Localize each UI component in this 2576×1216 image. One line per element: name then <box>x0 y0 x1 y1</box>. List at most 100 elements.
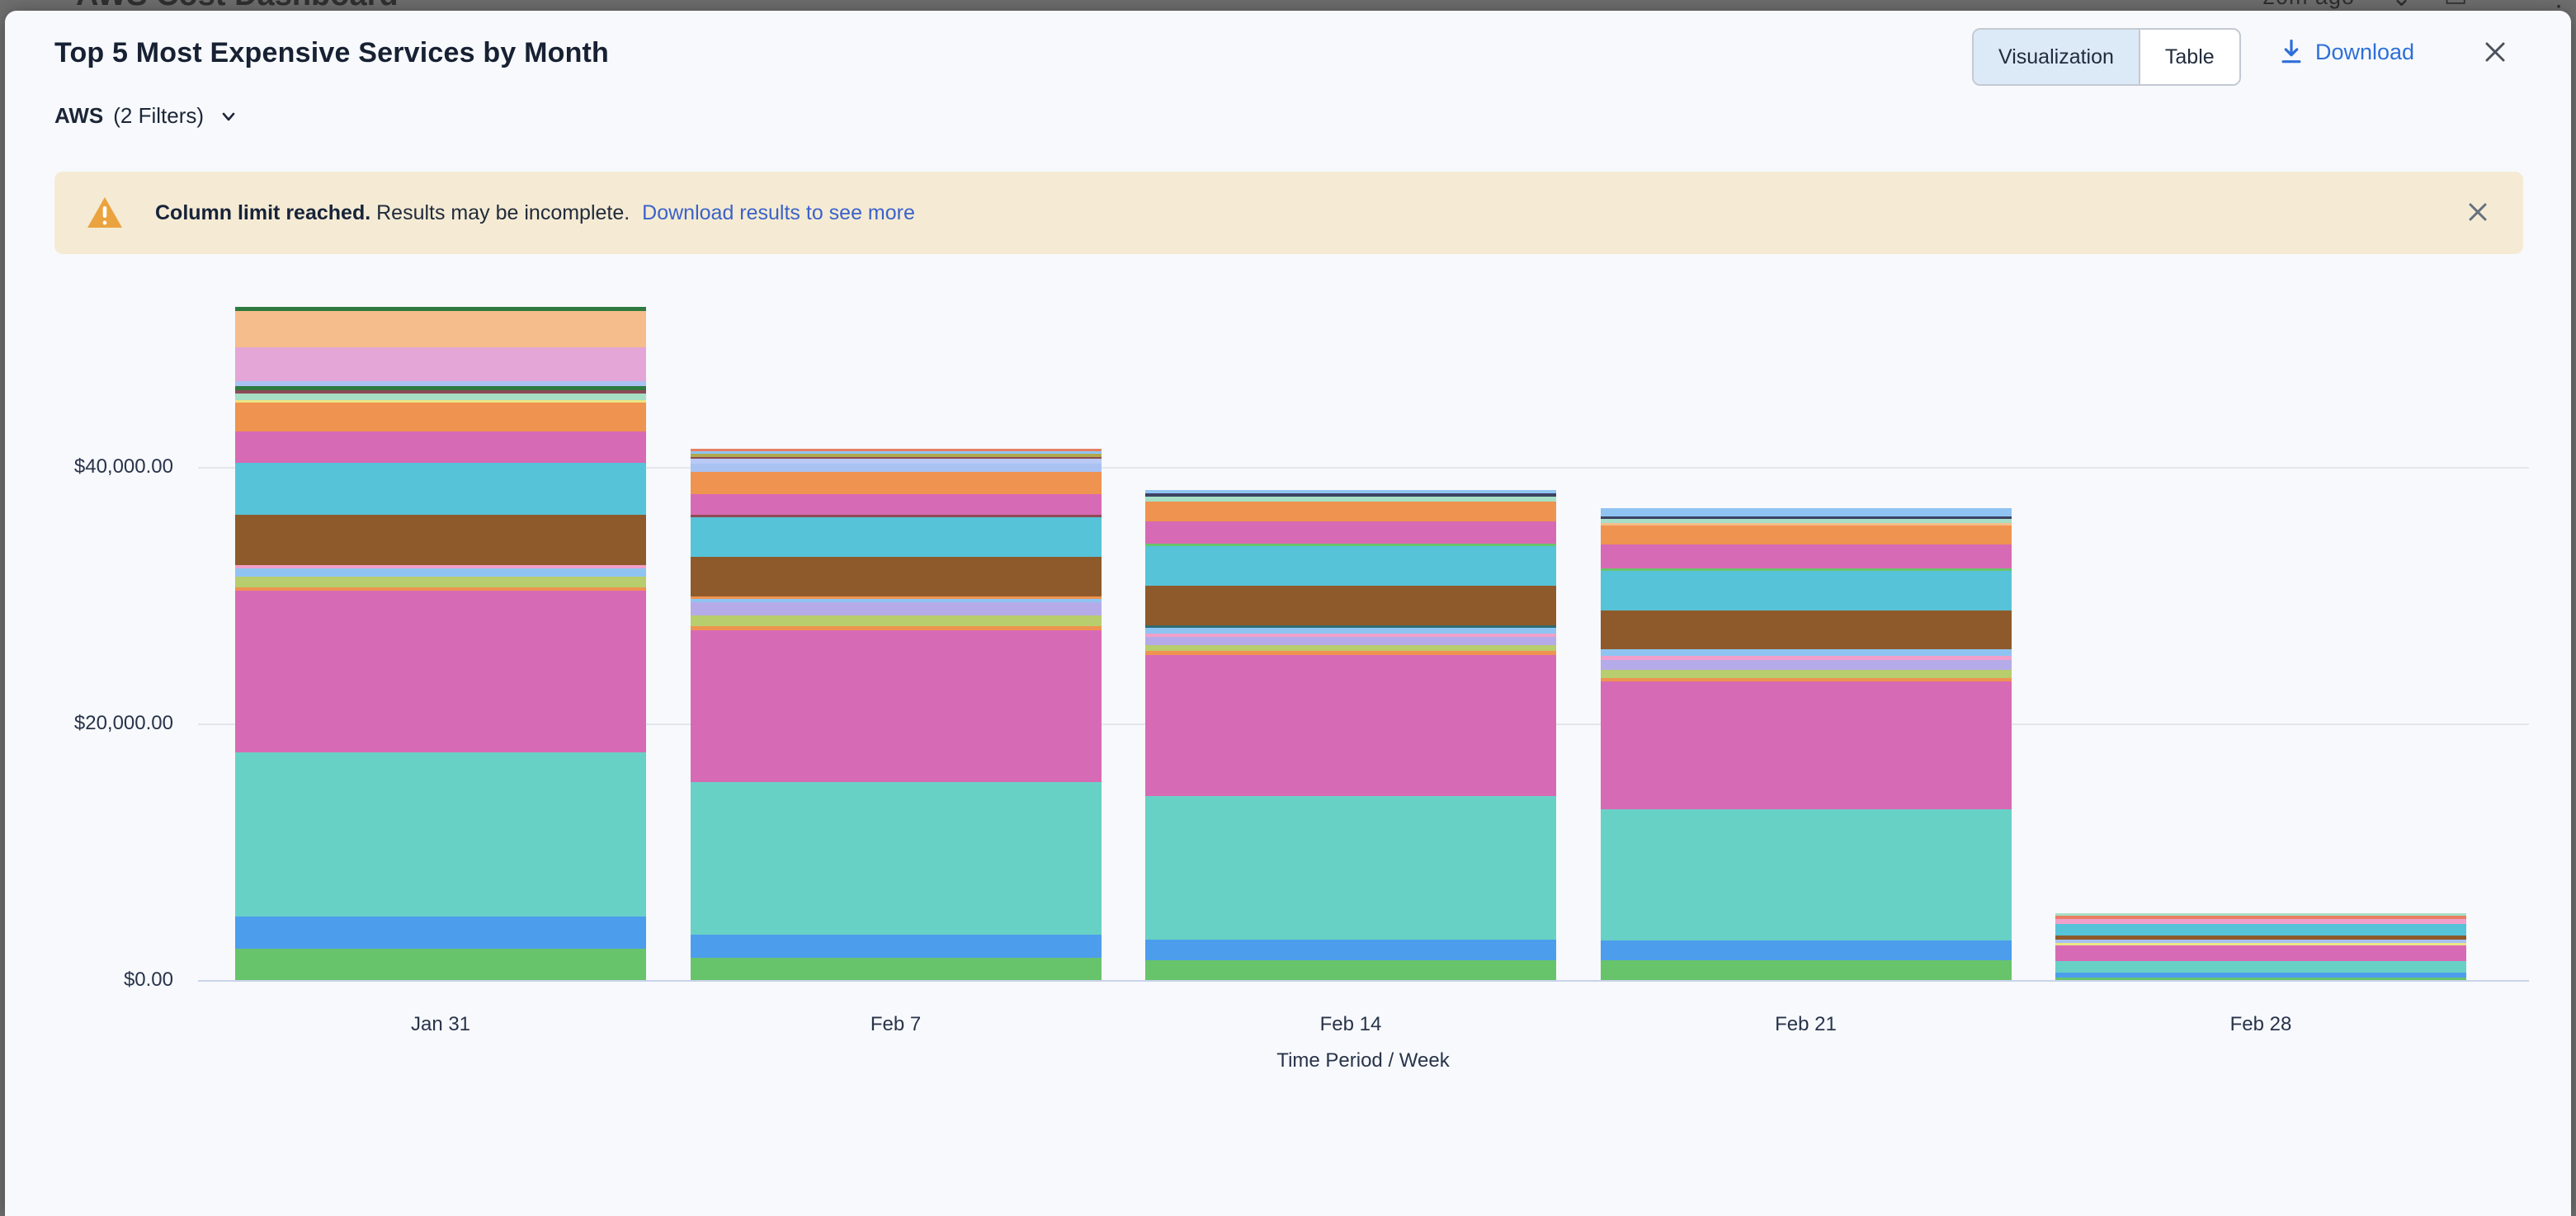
bar-segment[interactable] <box>1145 960 1556 980</box>
bar-segment[interactable] <box>1145 628 1556 634</box>
bar-segment[interactable] <box>1601 960 2012 980</box>
bar-segment[interactable] <box>235 587 646 591</box>
x-tick-label: Feb 14 <box>1319 1013 1382 1035</box>
bar-segment[interactable] <box>2055 943 2466 945</box>
bar-segment[interactable] <box>1601 656 2012 660</box>
bar-segment[interactable] <box>235 311 646 347</box>
bar-segment[interactable] <box>1601 678 2012 681</box>
bar-segment[interactable] <box>1145 655 1556 796</box>
bar-segment[interactable] <box>2055 973 2466 978</box>
bar-segment[interactable] <box>1145 493 1556 497</box>
bar-segment[interactable] <box>1145 521 1556 544</box>
tab-table[interactable]: Table <box>2138 30 2239 84</box>
bar-segment[interactable] <box>691 472 1102 494</box>
bar-segment[interactable] <box>1145 634 1556 637</box>
bar-segment[interactable] <box>1601 568 2012 571</box>
bar-segment[interactable] <box>2055 924 2466 936</box>
bar-segment[interactable] <box>235 591 646 752</box>
bar-segment[interactable] <box>691 449 1102 451</box>
bar-segment[interactable] <box>235 386 646 390</box>
banner-download-link[interactable]: Download results to see more <box>642 200 915 224</box>
bar-segment[interactable] <box>1145 544 1556 546</box>
bar-segment[interactable] <box>235 403 646 431</box>
bar-segment[interactable] <box>1601 526 2012 544</box>
bar-segment[interactable] <box>235 949 646 980</box>
bar-segment[interactable] <box>691 958 1102 980</box>
tab-visualization[interactable]: Visualization <box>1974 30 2139 84</box>
bar-segment[interactable] <box>1601 809 2012 940</box>
bar-segment[interactable] <box>2055 978 2466 980</box>
bar-segment[interactable] <box>691 517 1102 557</box>
bar-segment[interactable] <box>2055 919 2466 924</box>
bar-segment[interactable] <box>691 457 1102 459</box>
bar-segment[interactable] <box>1601 940 2012 960</box>
bar-segment[interactable] <box>235 347 646 381</box>
bar-segment[interactable] <box>1145 645 1556 651</box>
bar-segment[interactable] <box>2055 945 2466 961</box>
page-backdrop: AWS Cost Dashboard 20m ago ⌄ ▭ ⋮ <box>0 0 2576 11</box>
bar-segment[interactable] <box>1601 516 2012 519</box>
bar-segment[interactable] <box>1601 523 2012 526</box>
bar-segment[interactable] <box>1601 508 2012 516</box>
bar-segment[interactable] <box>691 557 1102 596</box>
bar-segment[interactable] <box>235 307 646 311</box>
bar-segment[interactable] <box>235 565 646 568</box>
bar-segment[interactable] <box>1601 660 2012 670</box>
bar-segment[interactable] <box>1145 940 1556 960</box>
banner-close-button[interactable] <box>2460 195 2495 229</box>
bar-segment[interactable] <box>2055 940 2466 943</box>
bar-segment[interactable] <box>235 515 646 565</box>
bar-segment[interactable] <box>2055 913 2466 916</box>
bar-segment[interactable] <box>2055 916 2466 919</box>
download-button[interactable]: Download <box>2279 39 2414 65</box>
bar-segment[interactable] <box>691 782 1102 935</box>
bar-segment[interactable] <box>1145 796 1556 940</box>
bar-segment[interactable] <box>235 463 646 515</box>
grid-line <box>198 467 2529 469</box>
bar-segment[interactable] <box>1145 625 1556 628</box>
y-tick-label: $20,000.00 <box>73 712 173 734</box>
bar-segment[interactable] <box>1145 490 1556 493</box>
bar-segment[interactable] <box>691 626 1102 630</box>
bar-segment[interactable] <box>1145 502 1556 521</box>
bar-segment[interactable] <box>691 599 1102 602</box>
bar-segment[interactable] <box>1601 610 2012 649</box>
modal-close-button[interactable] <box>2479 35 2512 68</box>
bar-segment[interactable] <box>691 515 1102 517</box>
bar-segment[interactable] <box>691 459 1102 464</box>
bar-segment[interactable] <box>235 381 646 386</box>
bar-segment[interactable] <box>691 630 1102 782</box>
filter-dropdown[interactable]: AWS (2 Filters) <box>54 103 240 129</box>
bar-segment[interactable] <box>1601 519 2012 523</box>
bar-segment[interactable] <box>691 602 1102 615</box>
bar-segment[interactable] <box>2055 961 2466 973</box>
close-icon <box>2469 203 2487 221</box>
bar-segment[interactable] <box>691 451 1102 454</box>
bar-segment[interactable] <box>691 494 1102 515</box>
bar-segment[interactable] <box>691 464 1102 472</box>
bar-segment[interactable] <box>1145 546 1556 586</box>
bar-segment[interactable] <box>1601 649 2012 656</box>
bar-segment[interactable] <box>1601 544 2012 568</box>
bar-segment[interactable] <box>235 394 646 400</box>
bar-segment[interactable] <box>235 752 646 917</box>
bar-segment[interactable] <box>1601 571 2012 610</box>
bar-segment[interactable] <box>235 568 646 577</box>
bar-segment[interactable] <box>691 615 1102 626</box>
bar-segment[interactable] <box>235 390 646 394</box>
chevron-down-icon <box>222 112 235 120</box>
bar-segment[interactable] <box>1145 651 1556 655</box>
bar-segment[interactable] <box>235 577 646 587</box>
bar-segment[interactable] <box>691 935 1102 958</box>
bar-segment[interactable] <box>235 431 646 463</box>
bar-segment[interactable] <box>1601 670 2012 678</box>
bar-segment[interactable] <box>691 454 1102 457</box>
bar-segment[interactable] <box>235 400 646 403</box>
bar-segment[interactable] <box>1145 586 1556 625</box>
bar-segment[interactable] <box>1601 681 2012 809</box>
bar-segment[interactable] <box>2055 936 2466 940</box>
bar-segment[interactable] <box>1145 497 1556 502</box>
bar-segment[interactable] <box>1145 637 1556 645</box>
bar-segment[interactable] <box>235 917 646 949</box>
bar-segment[interactable] <box>691 596 1102 599</box>
